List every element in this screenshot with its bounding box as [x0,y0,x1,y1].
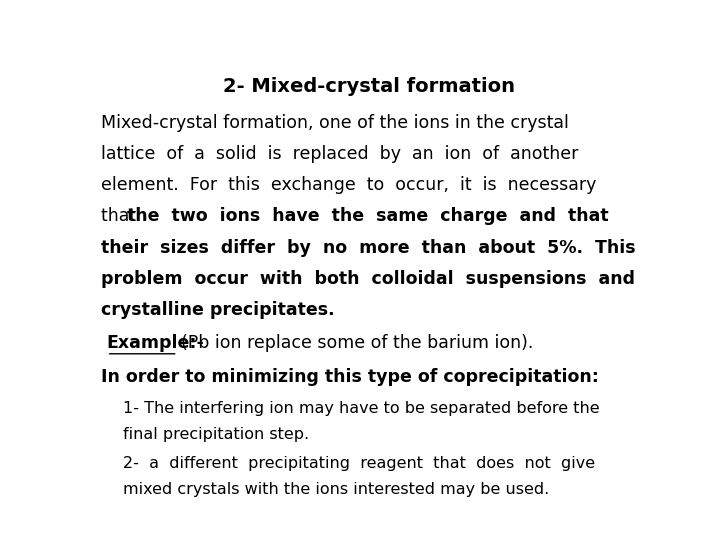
Text: problem  occur  with  both  colloidal  suspensions  and: problem occur with both colloidal suspen… [101,270,635,288]
Text: In order to minimizing this type of coprecipitation:: In order to minimizing this type of copr… [101,368,599,386]
Text: mixed crystals with the ions interested may be used.: mixed crystals with the ions interested … [124,482,550,497]
Text: the  two  ions  have  the  same  charge  and  that: the two ions have the same charge and th… [127,207,608,225]
Text: 1- The interfering ion may have to be separated before the: 1- The interfering ion may have to be se… [124,401,600,416]
Text: lattice  of  a  solid  is  replaced  by  an  ion  of  another: lattice of a solid is replaced by an ion… [101,145,579,163]
Text: 2- Mixed-crystal formation: 2- Mixed-crystal formation [223,77,515,96]
Text: Mixed-crystal formation, one of the ions in the crystal: Mixed-crystal formation, one of the ions… [101,114,569,132]
Text: (Pb ion replace some of the barium ion).: (Pb ion replace some of the barium ion). [181,334,534,352]
Text: 2-  a  different  precipitating  reagent  that  does  not  give: 2- a different precipitating reagent tha… [124,456,595,471]
Text: that: that [101,207,142,225]
Text: crystalline precipitates.: crystalline precipitates. [101,301,335,319]
Text: Example:-: Example:- [107,334,204,352]
Text: their  sizes  differ  by  no  more  than  about  5%.  This: their sizes differ by no more than about… [101,239,636,256]
Text: element.  For  this  exchange  to  occur,  it  is  necessary: element. For this exchange to occur, it … [101,176,597,194]
Text: final precipitation step.: final precipitation step. [124,427,310,442]
